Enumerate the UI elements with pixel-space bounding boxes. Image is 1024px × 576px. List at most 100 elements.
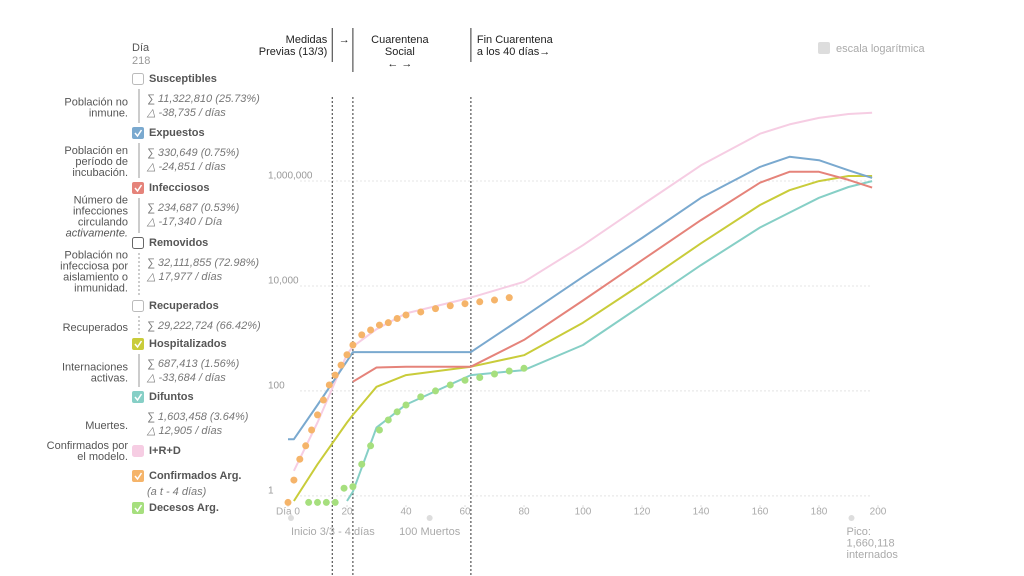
y-tick-label: 100 <box>268 381 285 392</box>
checkbox[interactable] <box>132 73 144 85</box>
item-name[interactable]: Infecciosos <box>149 182 210 194</box>
data-dot <box>367 326 375 334</box>
checkmark <box>134 472 143 481</box>
data-dot <box>314 498 321 506</box>
item-description: aislamiento o <box>63 271 128 283</box>
data-dot <box>432 305 439 313</box>
log-checkbox[interactable] <box>818 42 830 54</box>
item-description: Recuperados <box>63 322 129 334</box>
checkbox[interactable] <box>132 470 144 482</box>
day-label: Día <box>132 42 150 54</box>
log-scale-label[interactable]: escala logarítmica <box>836 43 926 55</box>
item-description: infecciosa por <box>60 260 128 272</box>
item-name[interactable]: Expuestos <box>149 127 205 139</box>
data-dot <box>343 351 351 359</box>
data-dot <box>314 411 321 419</box>
data-dot <box>340 484 348 492</box>
checkmark <box>134 504 143 513</box>
item-delta: △ -33,684 / días <box>146 372 226 384</box>
item-name[interactable]: Difuntos <box>149 391 194 403</box>
note-marker <box>848 515 855 521</box>
checkbox[interactable] <box>132 300 144 312</box>
event-label: ← → <box>387 58 412 70</box>
data-dot <box>461 376 469 384</box>
data-dot <box>308 426 316 434</box>
x-tick-label: 180 <box>811 507 828 518</box>
data-dot <box>358 460 366 468</box>
checkbox[interactable] <box>132 391 144 403</box>
y-tick-label: 10,000 <box>268 276 299 287</box>
checkbox[interactable] <box>132 127 144 139</box>
item-description: infecciones <box>73 205 129 217</box>
item-description: período de <box>75 156 128 168</box>
data-dot <box>384 416 392 424</box>
checkbox[interactable] <box>132 445 144 457</box>
data-dot <box>349 483 357 491</box>
data-dot <box>476 298 484 306</box>
item-name[interactable]: Hospitalizados <box>149 338 227 350</box>
data-dot <box>325 381 333 389</box>
x-tick-label: 120 <box>634 507 651 518</box>
checkbox[interactable] <box>132 502 144 514</box>
data-dot <box>290 476 298 484</box>
item-description: Número de <box>74 194 128 206</box>
item-name[interactable]: Confirmados Arg. <box>149 470 242 482</box>
data-dot <box>417 393 425 401</box>
x-tick-label: 160 <box>752 507 769 518</box>
note-label: Pico: <box>847 526 871 538</box>
note-label: internados <box>847 549 899 561</box>
item-sum: ∑ 11,322,810 (25.73%) <box>147 93 260 105</box>
checkbox[interactable] <box>132 338 144 350</box>
data-dot <box>296 455 304 463</box>
data-dot <box>322 498 330 506</box>
data-dot <box>375 426 383 434</box>
x-tick-label: 140 <box>693 507 710 518</box>
item-name[interactable]: Recuperados <box>149 300 219 312</box>
x-tick-label: 20 <box>341 507 353 518</box>
item-note: (a t - 4 días) <box>147 486 207 498</box>
note-label: 100 Muertos <box>399 526 461 538</box>
note-label: 1,660,118 <box>847 537 895 549</box>
item-description: incubación. <box>72 167 128 179</box>
item-description: activamente. <box>66 227 128 239</box>
event-label: Fin Cuarentena <box>477 34 554 46</box>
data-dot <box>505 367 513 375</box>
x-tick-label: 60 <box>459 507 471 518</box>
data-dot <box>491 296 498 304</box>
note-marker <box>288 515 294 521</box>
checkbox[interactable] <box>132 237 144 249</box>
data-dot <box>402 401 410 409</box>
checkmark <box>134 184 143 193</box>
note-label: Inicio 3/3 - 4 días <box>291 526 375 538</box>
data-dot <box>337 361 345 369</box>
note-marker <box>426 515 433 521</box>
data-dot <box>446 302 454 310</box>
item-description: activas. <box>91 372 128 384</box>
series-line <box>288 155 873 441</box>
item-name[interactable]: Removidos <box>149 237 208 249</box>
item-sum: ∑ 234,687 (0.53%) <box>147 202 240 214</box>
item-description: Confirmados por <box>47 440 129 452</box>
data-dot <box>446 381 454 389</box>
item-description: circulando <box>78 216 128 228</box>
item-name[interactable]: Decesos Arg. <box>149 502 219 514</box>
checkbox[interactable] <box>132 182 144 194</box>
data-dot <box>331 498 339 506</box>
series-line <box>352 170 873 383</box>
event-label: a los 40 días→ <box>477 46 550 58</box>
data-dot <box>432 387 439 395</box>
x-tick-label: 40 <box>400 507 412 518</box>
data-dot <box>305 498 313 506</box>
x-tick-label: 100 <box>575 507 592 518</box>
series-line <box>293 175 873 502</box>
item-name[interactable]: Susceptibles <box>149 73 217 85</box>
item-description: inmunidad. <box>74 282 128 294</box>
event-label: Social <box>385 46 415 58</box>
data-dot <box>284 498 292 506</box>
data-dot <box>393 408 401 416</box>
item-name[interactable]: I+R+D <box>149 445 181 457</box>
data-dot <box>393 315 401 323</box>
item-delta: △ -38,735 / días <box>146 107 226 119</box>
x-tick-label: 80 <box>518 507 530 518</box>
